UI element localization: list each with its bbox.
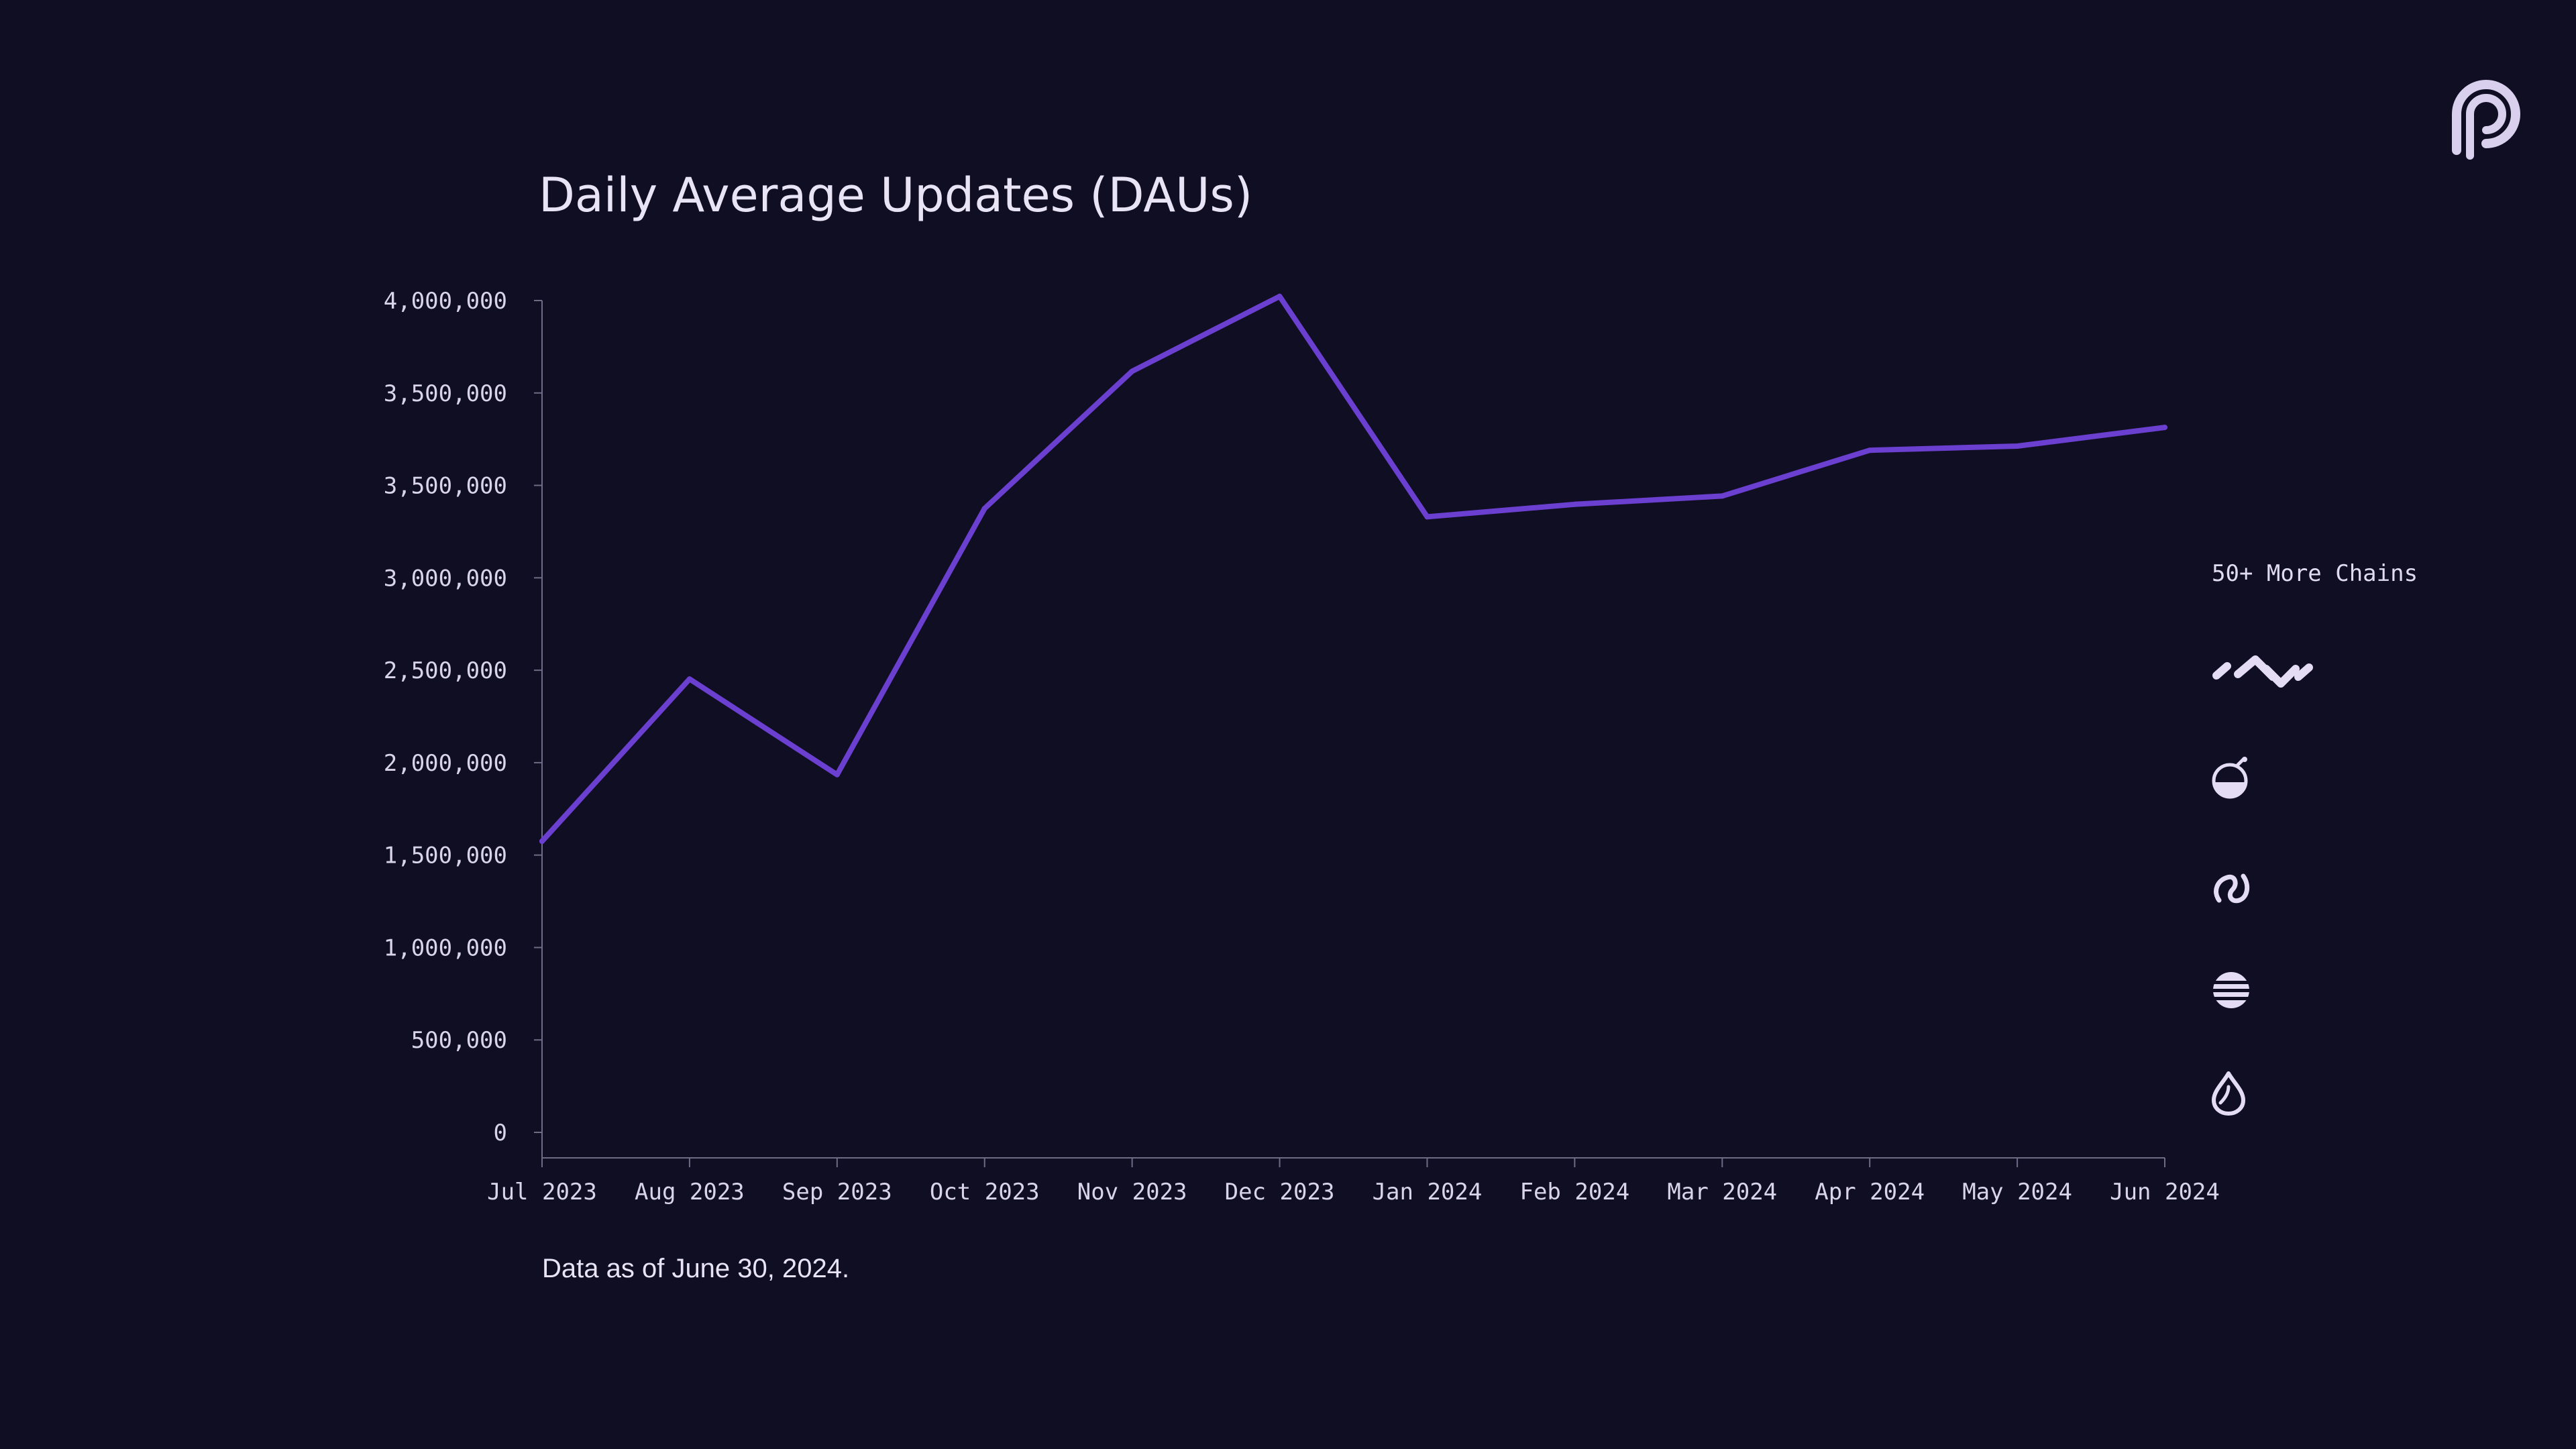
swirl-chain-icon — [2214, 873, 2250, 904]
y-tick-label: 2,500,000 — [384, 657, 507, 684]
x-tick-label: Nov 2023 — [1077, 1179, 1187, 1205]
x-tick-label: Feb 2024 — [1519, 1179, 1629, 1205]
droplet-chain-icon — [2212, 1071, 2245, 1116]
data-point — [834, 771, 840, 777]
data-point — [2162, 425, 2167, 431]
data-point — [1572, 501, 1578, 507]
data-point — [1719, 493, 1725, 499]
x-tick-label: Aug 2023 — [635, 1179, 745, 1205]
footnote: Data as of June 30, 2024. — [542, 1254, 849, 1283]
series-line — [539, 293, 2167, 844]
x-tick-label: Oct 2023 — [930, 1179, 1040, 1205]
data-point — [1867, 447, 1873, 453]
data-point — [1424, 514, 1430, 520]
y-tick-label: 3,500,000 — [384, 380, 507, 407]
legend-title: 50+ More Chains — [2212, 560, 2418, 587]
x-tick-label: Jan 2024 — [1373, 1179, 1483, 1205]
data-point — [686, 676, 692, 682]
wave-chain-icon — [2212, 655, 2313, 688]
x-tick-label: Dec 2023 — [1225, 1179, 1335, 1205]
bomb-chain-icon — [2212, 757, 2248, 799]
x-tick-label: Jun 2024 — [2110, 1179, 2220, 1205]
series — [539, 293, 2167, 844]
data-point — [1129, 368, 1135, 374]
x-tick-label: Mar 2024 — [1667, 1179, 1777, 1205]
x-tick-label: Jul 2023 — [487, 1179, 597, 1205]
y-tick-label: 0 — [494, 1120, 507, 1146]
data-point — [981, 506, 987, 511]
y-tick-label: 500,000 — [411, 1027, 507, 1054]
data-point — [1277, 293, 1283, 299]
y-tick-label: 3,500,000 — [384, 473, 507, 500]
y-tick-label: 1,500,000 — [384, 843, 507, 869]
x-axis-ticks: Jul 2023 Aug 2023 Sep 2023 Oct 2023 Nov 2023… — [487, 1158, 2220, 1205]
pyth-logo-icon — [2452, 80, 2520, 160]
y-tick-label: 2,000,000 — [384, 750, 507, 777]
x-tick-label: Sep 2023 — [782, 1179, 892, 1205]
y-axis-ticks: 0 500,000 1,000,000 1,500,000 2,000,000 2,500… — [384, 288, 542, 1146]
y-tick-label: 4,000,000 — [384, 288, 507, 315]
chart-title: Daily Average Updates (DAUs) — [539, 168, 1252, 223]
x-tick-label: May 2024 — [1962, 1179, 2072, 1205]
striped-circle-chain-icon — [2212, 972, 2250, 1008]
x-tick-label: Apr 2024 — [1815, 1179, 1925, 1205]
y-tick-label: 3,000,000 — [384, 565, 507, 592]
y-tick-label: 1,000,000 — [384, 934, 507, 961]
data-point — [2015, 443, 2021, 449]
data-point — [539, 839, 545, 844]
